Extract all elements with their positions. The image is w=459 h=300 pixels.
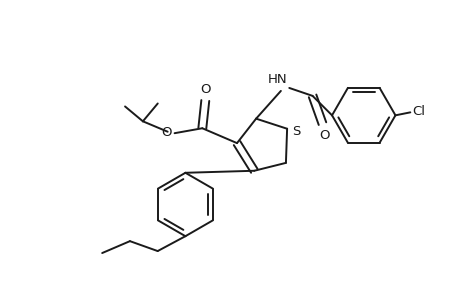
Text: HN: HN	[268, 73, 287, 86]
Text: Cl: Cl	[411, 105, 425, 119]
Text: S: S	[291, 125, 300, 138]
Text: O: O	[161, 126, 171, 139]
Text: O: O	[200, 82, 210, 96]
Text: O: O	[319, 129, 329, 142]
